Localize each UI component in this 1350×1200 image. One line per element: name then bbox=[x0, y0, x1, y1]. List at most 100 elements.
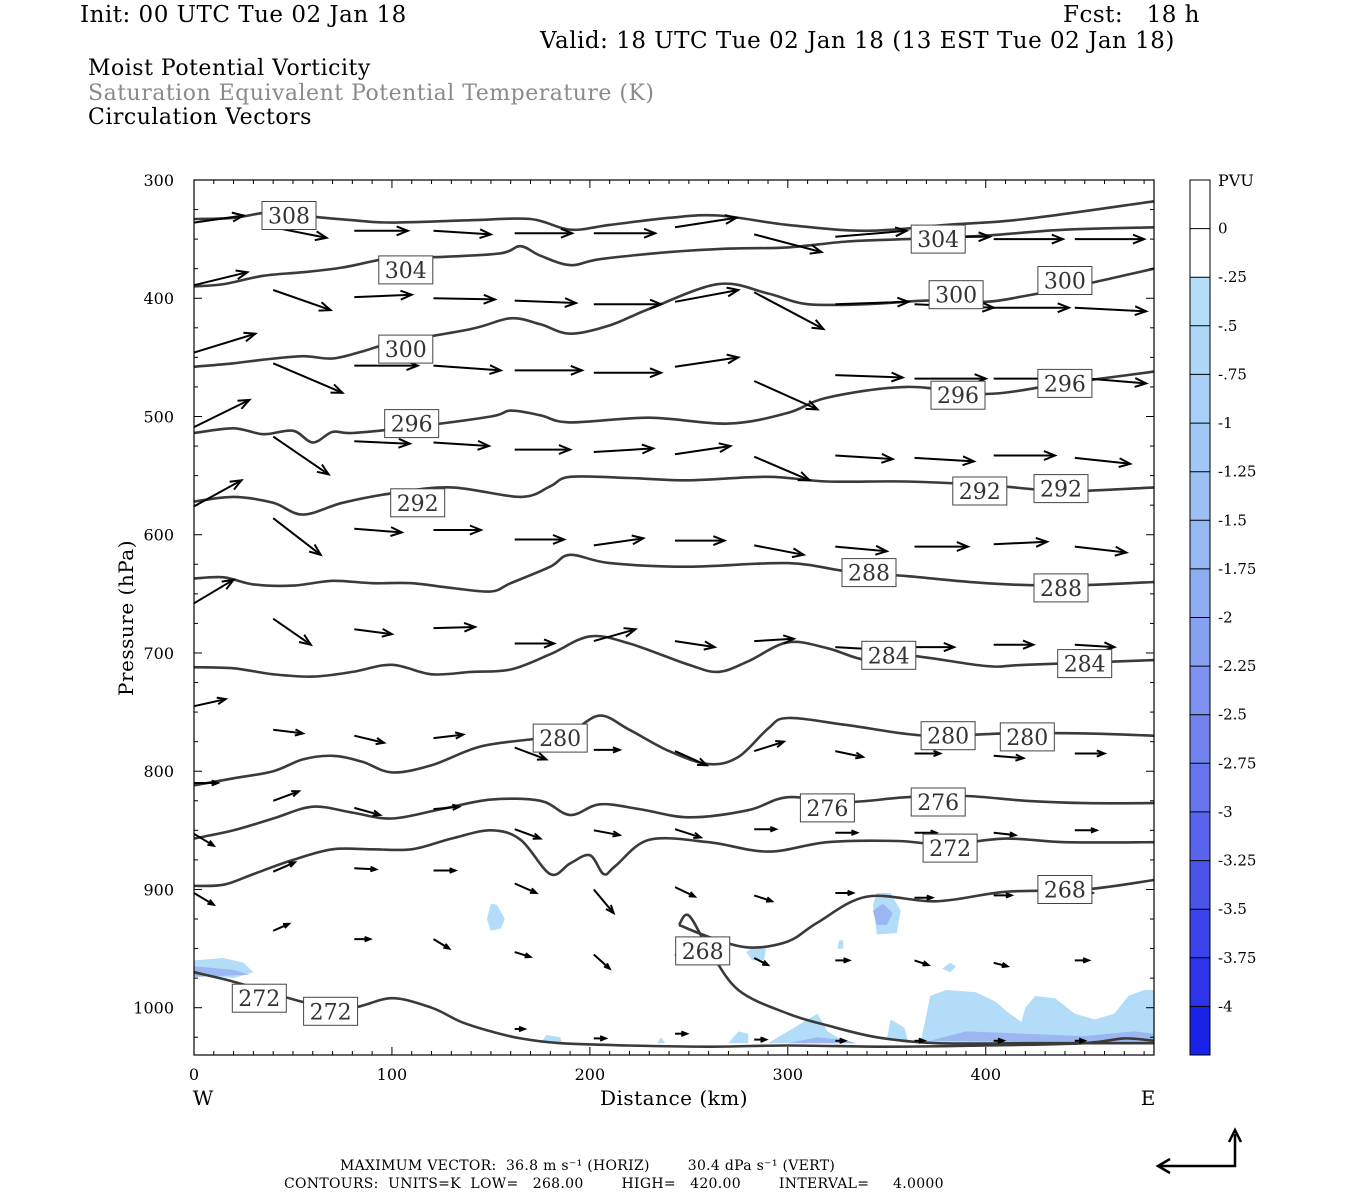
circulation-vector bbox=[593, 1035, 609, 1042]
contour-label: 272 bbox=[231, 983, 287, 1013]
circulation-vector bbox=[674, 442, 734, 456]
colorbar-swatch bbox=[1190, 277, 1210, 326]
circulation-vector bbox=[675, 535, 728, 547]
circulation-vector bbox=[993, 1037, 1007, 1044]
circulation-vector bbox=[193, 696, 229, 708]
circulation-vector bbox=[272, 790, 302, 802]
y-axis-label: Pressure (hPa) bbox=[114, 540, 138, 696]
contour-label: 268 bbox=[1037, 875, 1093, 904]
circulation-vector bbox=[593, 227, 658, 239]
circulation-vector bbox=[354, 806, 383, 817]
circulation-vector bbox=[432, 938, 452, 951]
svg-text:308: 308 bbox=[268, 205, 310, 230]
circulation-vector bbox=[835, 371, 906, 383]
contour-276-8 bbox=[193, 794, 1155, 840]
max-vector-note: MAXIMUM VECTOR: 36.8 m s⁻¹ (HORIZ) 30.4 … bbox=[340, 1158, 836, 1174]
circulation-vector bbox=[354, 437, 413, 449]
svg-text:300: 300 bbox=[1044, 270, 1086, 295]
colorbar-label: -3.25 bbox=[1218, 852, 1256, 870]
contour-288-5 bbox=[193, 553, 1155, 593]
circulation-vector bbox=[674, 750, 710, 767]
circulation-vector bbox=[433, 228, 494, 240]
circulation-vector bbox=[674, 353, 741, 368]
pv-region-5 bbox=[942, 962, 957, 973]
colorbar-swatch bbox=[1190, 860, 1210, 910]
pv-region-4 bbox=[837, 940, 844, 949]
pv-region-7 bbox=[768, 1013, 848, 1044]
circulation-vector bbox=[514, 746, 549, 761]
contour-284-6 bbox=[193, 634, 1155, 678]
x-tick-label: 200 bbox=[575, 1065, 606, 1084]
contour-label: 304 bbox=[378, 255, 434, 285]
circulation-vector bbox=[514, 828, 543, 840]
circulation-vector bbox=[914, 641, 957, 653]
colorbar-swatch bbox=[1190, 374, 1210, 423]
colorbar-swatch bbox=[1190, 423, 1210, 472]
circulation-vector bbox=[193, 578, 236, 605]
contour-labels-layer: 308 304 300 300 300 304 296 296 296 292 292 292 288 2… bbox=[231, 201, 1113, 1026]
circulation-vector bbox=[593, 443, 656, 455]
circulation-vector bbox=[433, 524, 484, 536]
svg-text:280: 280 bbox=[1006, 726, 1048, 751]
svg-text:284: 284 bbox=[868, 644, 910, 669]
title-theta-es: Saturation Equivalent Potential Temperat… bbox=[88, 81, 655, 106]
contour-label: 300 bbox=[928, 280, 984, 310]
circulation-vector bbox=[835, 889, 856, 897]
circulation-vector bbox=[514, 297, 579, 308]
circulation-vector bbox=[514, 951, 534, 959]
x-tick-label: 100 bbox=[377, 1065, 408, 1084]
colorbar-label: -4 bbox=[1218, 997, 1233, 1015]
contour-300-2 bbox=[193, 267, 1155, 369]
svg-text:276: 276 bbox=[806, 797, 848, 822]
x-axis-label: Distance (km) bbox=[600, 1086, 748, 1110]
forecast-hour: Fcst: 18 h bbox=[1063, 2, 1200, 28]
contour-label: 296 bbox=[384, 409, 440, 439]
circulation-vector bbox=[593, 746, 623, 754]
circulation-vector bbox=[753, 455, 813, 482]
circulation-vector bbox=[1074, 957, 1092, 964]
contour-304-1 bbox=[193, 226, 1155, 288]
colorbar-swatch bbox=[1190, 520, 1210, 569]
circulation-vector bbox=[433, 803, 462, 811]
colorbar-label: -1.5 bbox=[1218, 511, 1247, 529]
west-label: W bbox=[193, 1086, 214, 1110]
circulation-vector bbox=[674, 640, 718, 651]
circulation-vector bbox=[593, 888, 616, 916]
x-tick-label: 400 bbox=[970, 1065, 1001, 1084]
circulation-vector bbox=[674, 214, 740, 229]
circulation-vector bbox=[753, 291, 826, 331]
svg-text:292: 292 bbox=[397, 492, 439, 517]
circulation-vector bbox=[433, 293, 498, 305]
svg-text:272: 272 bbox=[310, 1000, 352, 1025]
contour-280-7 bbox=[193, 714, 1155, 787]
circulation-vector bbox=[1074, 305, 1149, 317]
circulation-vector bbox=[354, 865, 379, 873]
contour-308-0 bbox=[193, 200, 1155, 233]
svg-text:268: 268 bbox=[1044, 879, 1086, 904]
circulation-vector bbox=[272, 362, 345, 394]
colorbar-swatch bbox=[1190, 617, 1210, 667]
y-tick-label: 800 bbox=[143, 762, 174, 781]
circulation-vector bbox=[753, 957, 771, 967]
svg-text:300: 300 bbox=[935, 284, 977, 309]
colorbar-swatch bbox=[1190, 228, 1210, 278]
svg-text:296: 296 bbox=[1044, 372, 1086, 397]
circulation-vector bbox=[193, 398, 252, 428]
colorbar-label: -.5 bbox=[1218, 317, 1237, 335]
colorbar-label: -3.5 bbox=[1218, 900, 1247, 918]
circulation-vector bbox=[993, 639, 1037, 650]
contour-296-3 bbox=[193, 370, 1155, 444]
circulation-vector bbox=[593, 367, 664, 379]
contour-label: 292 bbox=[390, 488, 446, 518]
svg-text:304: 304 bbox=[385, 259, 427, 284]
contour-label: 276 bbox=[910, 787, 966, 817]
pv-region-14 bbox=[930, 1031, 1154, 1044]
circulation-vector bbox=[272, 861, 298, 873]
circulation-vector bbox=[914, 894, 935, 901]
contour-label: 272 bbox=[922, 833, 978, 863]
svg-text:288: 288 bbox=[1040, 577, 1082, 602]
pv-region-6 bbox=[886, 1019, 909, 1044]
contour-info: CONTOURS: UNITS=K LOW= 268.00 HIGH= 420.… bbox=[284, 1176, 944, 1192]
contour-label: 288 bbox=[1033, 573, 1089, 603]
circulation-vector bbox=[593, 534, 646, 547]
